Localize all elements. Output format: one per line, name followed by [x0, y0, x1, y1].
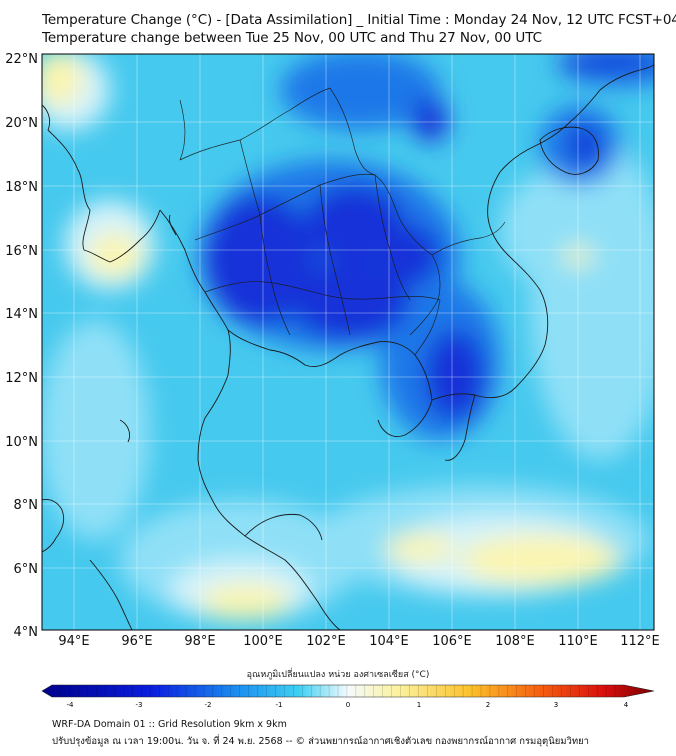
field-patch: [87, 233, 143, 277]
cb-tick-3: 3: [554, 701, 558, 709]
lon-tick-104E: 104°E: [369, 634, 409, 649]
lon-tick-100E: 100°E: [243, 634, 283, 649]
colorbar-label: อุณหภูมิเปลี่ยนแปลง หน่วย องศาเซลเซียส (…: [246, 670, 430, 680]
colorbar-ticks: -4 -3 -2 -1 0 1 2 3 4: [67, 701, 629, 709]
footer-update-info: ปรับปรุงข้อมูล ณ เวลา 19:00น. วัน จ. ที่…: [52, 736, 590, 747]
cb-tick-m4: -4: [67, 701, 75, 709]
cb-tick-2: 2: [486, 701, 490, 709]
cb-tick-4: 4: [624, 701, 629, 709]
lon-tick-110E: 110°E: [558, 634, 598, 649]
field-patch: [380, 225, 440, 285]
field-patch: [500, 170, 620, 290]
temperature-field: [42, 54, 654, 630]
field-patch: [290, 260, 410, 340]
lon-tick-106E: 106°E: [432, 634, 472, 649]
cb-tick-0: 0: [346, 701, 350, 709]
lat-tick-8N: 8°N: [14, 498, 39, 513]
lat-tick-20N: 20°N: [5, 116, 38, 131]
latitude-axis: 22°N 20°N 18°N 16°N 14°N 12°N 10°N 8°N 6…: [5, 52, 38, 640]
lat-tick-22N: 22°N: [5, 52, 38, 67]
field-patch: [42, 54, 83, 106]
lon-tick-94E: 94°E: [58, 634, 89, 649]
admin-borders: [179, 87, 506, 356]
lon-tick-108E: 108°E: [495, 634, 535, 649]
field-patch: [412, 98, 448, 142]
map-frame: [41, 53, 655, 631]
colorbar-ramp: [41, 684, 655, 698]
lat-tick-10N: 10°N: [5, 435, 38, 450]
field-patch: [460, 535, 620, 585]
field-patch: [425, 330, 485, 420]
map-title: Temperature Change (°C) - [Data Assimila…: [42, 12, 676, 28]
field-patch: [563, 247, 593, 265]
cb-tick-1: 1: [417, 701, 421, 709]
lat-tick-4N: 4°N: [14, 625, 39, 640]
lon-tick-96E: 96°E: [121, 634, 152, 649]
longitude-axis: 94°E 96°E 98°E 100°E 102°E 104°E 106°E 1…: [58, 634, 659, 649]
cb-tick-m3: -3: [136, 701, 143, 709]
field-patch: [42, 320, 150, 540]
coastlines-and-borders: [42, 63, 654, 630]
field-patch: [200, 584, 290, 620]
lat-lon-grid: [42, 54, 654, 630]
lat-tick-18N: 18°N: [5, 180, 38, 195]
field-blobs: [42, 54, 654, 620]
footer-model-info: WRF-DA Domain 01 :: Grid Resolution 9km …: [52, 719, 287, 730]
field-patch: [205, 195, 315, 325]
field-patch: [555, 54, 654, 72]
colorbar-dividers: [60, 685, 616, 697]
lat-tick-14N: 14°N: [5, 307, 38, 322]
cb-tick-m2: -2: [205, 701, 212, 709]
cb-tick-m1: -1: [276, 701, 283, 709]
field-patch: [385, 534, 455, 562]
lon-tick-112E: 112°E: [620, 634, 660, 649]
field-patch: [305, 185, 405, 265]
lat-tick-16N: 16°N: [5, 244, 38, 259]
lon-tick-98E: 98°E: [184, 634, 215, 649]
colorbar: -4 -3 -2 -1 0 1 2 3 4: [41, 684, 655, 709]
lon-tick-102E: 102°E: [306, 634, 346, 649]
lat-tick-6N: 6°N: [14, 562, 39, 577]
field-patch: [280, 54, 440, 130]
field-patch: [569, 125, 601, 165]
lat-tick-12N: 12°N: [5, 371, 38, 386]
map-subtitle: Temperature change between Tue 25 Nov, 0…: [42, 30, 542, 46]
